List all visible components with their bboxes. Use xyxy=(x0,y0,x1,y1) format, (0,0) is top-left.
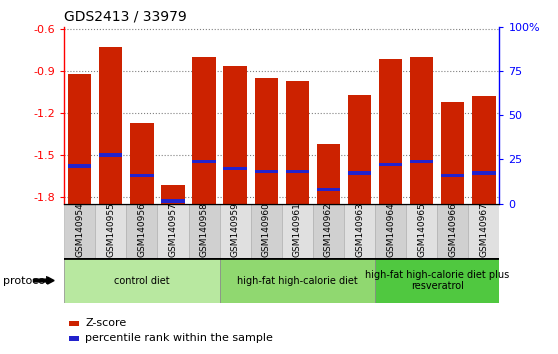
Bar xyxy=(224,167,247,170)
Bar xyxy=(254,170,278,173)
Bar xyxy=(64,204,95,258)
Bar xyxy=(130,123,153,204)
Text: GDS2413 / 33979: GDS2413 / 33979 xyxy=(64,10,187,24)
Text: GSM140954: GSM140954 xyxy=(75,202,84,257)
Bar xyxy=(161,185,185,204)
Bar xyxy=(193,160,216,164)
Bar xyxy=(189,204,220,258)
Text: GSM140962: GSM140962 xyxy=(324,202,333,257)
Bar xyxy=(282,204,313,258)
Text: GSM140961: GSM140961 xyxy=(293,202,302,257)
Text: protocol: protocol xyxy=(3,275,48,286)
Bar xyxy=(317,144,340,204)
Bar xyxy=(68,74,92,204)
Text: GSM140965: GSM140965 xyxy=(417,202,426,257)
Bar xyxy=(286,81,309,204)
Text: GSM140964: GSM140964 xyxy=(386,202,395,257)
Bar xyxy=(286,170,309,173)
Bar xyxy=(64,258,220,303)
Bar xyxy=(95,204,126,258)
Bar xyxy=(348,95,371,204)
Text: GSM140955: GSM140955 xyxy=(107,202,116,257)
Bar xyxy=(157,204,189,258)
Bar xyxy=(69,321,79,326)
Bar xyxy=(472,171,496,175)
Bar xyxy=(379,163,402,166)
Text: control diet: control diet xyxy=(114,275,170,286)
Text: GSM140966: GSM140966 xyxy=(448,202,457,257)
Bar xyxy=(344,204,375,258)
Text: GSM140960: GSM140960 xyxy=(262,202,271,257)
Bar xyxy=(441,174,464,177)
Bar xyxy=(379,59,402,204)
Text: GSM140958: GSM140958 xyxy=(200,202,209,257)
Bar xyxy=(468,204,499,258)
Bar xyxy=(254,78,278,204)
Bar xyxy=(472,96,496,204)
Bar xyxy=(220,258,375,303)
Text: GSM140963: GSM140963 xyxy=(355,202,364,257)
Text: high-fat high-calorie diet plus
resveratrol: high-fat high-calorie diet plus resverat… xyxy=(365,270,509,291)
Bar xyxy=(220,204,251,258)
Bar xyxy=(99,153,122,156)
Bar xyxy=(375,258,499,303)
Bar xyxy=(68,164,92,168)
Bar xyxy=(410,57,434,204)
Bar xyxy=(313,204,344,258)
Bar xyxy=(161,199,185,202)
Bar xyxy=(126,204,157,258)
Bar xyxy=(317,188,340,192)
Bar xyxy=(99,47,122,204)
Bar xyxy=(410,160,434,164)
Bar xyxy=(130,174,153,177)
Bar xyxy=(224,65,247,204)
Bar xyxy=(375,204,406,258)
Bar xyxy=(348,171,371,175)
Bar xyxy=(193,57,216,204)
Bar xyxy=(251,204,282,258)
Bar xyxy=(69,336,79,341)
Text: Z-score: Z-score xyxy=(85,318,126,328)
Bar xyxy=(437,204,468,258)
Text: GSM140956: GSM140956 xyxy=(137,202,146,257)
Text: GSM140967: GSM140967 xyxy=(479,202,488,257)
Bar xyxy=(406,204,437,258)
Text: percentile rank within the sample: percentile rank within the sample xyxy=(85,333,273,343)
Text: GSM140957: GSM140957 xyxy=(169,202,177,257)
Bar xyxy=(441,102,464,204)
Text: GSM140959: GSM140959 xyxy=(230,202,239,257)
Text: high-fat high-calorie diet: high-fat high-calorie diet xyxy=(237,275,358,286)
